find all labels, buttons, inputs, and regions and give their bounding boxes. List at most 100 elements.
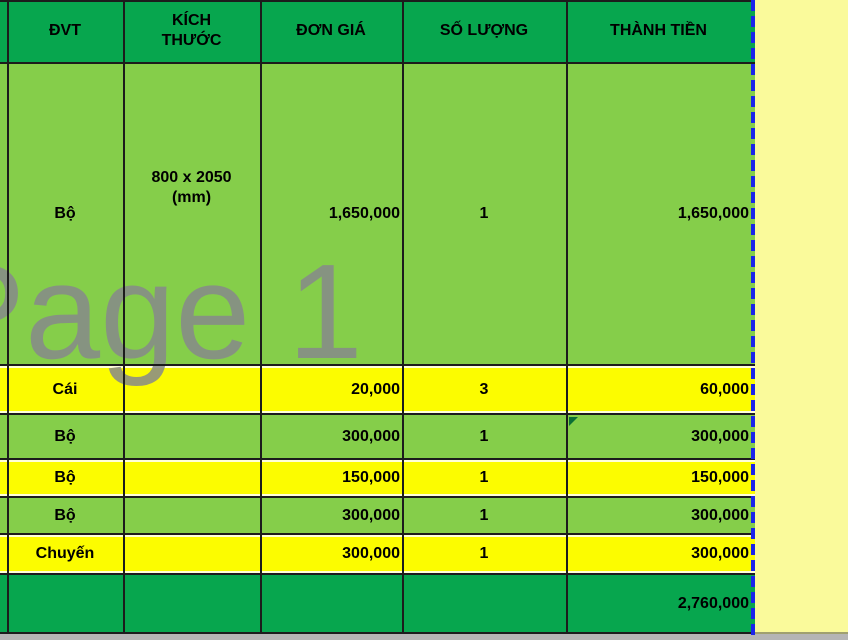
cell-value: Chuyến (35, 545, 95, 562)
cell-so-luong[interactable]: 1 (404, 498, 564, 533)
cell-don-gia[interactable]: 1,650,000 (262, 64, 403, 364)
cell-dvt[interactable]: Chuyến (9, 535, 121, 573)
cell-thanh-tien[interactable]: 1,650,000 (568, 64, 752, 364)
grid-line (0, 496, 755, 498)
cell-so-luong[interactable]: 3 (404, 366, 564, 413)
grid-line (402, 0, 404, 634)
column-header-dvt[interactable]: ĐVT (9, 0, 121, 62)
cell-value: 150,000 (691, 469, 749, 486)
cell-kich-thuoc[interactable]: 800 x 2050 (mm) (125, 64, 258, 364)
column-header-label: KÍCH THƯỚC (161, 12, 222, 49)
cell-dvt[interactable]: Bộ (9, 498, 121, 533)
cell-value: Bộ (54, 506, 76, 524)
size-line-2: (mm) (171, 189, 212, 206)
cell-don-gia[interactable] (262, 575, 403, 632)
cell-value: 300,000 (691, 506, 749, 524)
cell-value: 1 (479, 545, 489, 562)
cell-thanh-tien[interactable]: 300,000 (568, 535, 752, 573)
cell-value: 1 (479, 469, 489, 486)
cell-thanh-tien[interactable]: 300,000 (568, 498, 752, 533)
cell-dvt[interactable]: Bộ (9, 460, 121, 496)
cell-value: 1,650,000 (677, 205, 749, 222)
column-header-kich-thuoc[interactable]: KÍCH THƯỚC (125, 0, 258, 62)
cell-don-gia[interactable]: 300,000 (262, 498, 403, 533)
table-total-row: 2,760,000 (0, 575, 755, 632)
column-header-label: SỐ LƯỢNG (439, 22, 529, 39)
outside-page-area[interactable] (755, 0, 848, 634)
cell-value: Bộ (54, 469, 76, 486)
cell-value: 300,000 (342, 427, 400, 445)
column-header-thanh-tien[interactable]: THÀNH TIỀN (568, 0, 749, 62)
page-break-divider[interactable] (751, 0, 755, 640)
cell-value: 300,000 (342, 545, 400, 562)
cell-kich-thuoc[interactable] (125, 575, 258, 632)
cell-value: 300,000 (691, 545, 749, 562)
cell-value: 60,000 (700, 380, 749, 398)
cell-dvt[interactable]: Bộ (9, 415, 121, 458)
cell-thanh-tien[interactable]: 150,000 (568, 460, 752, 496)
table-row: Bộ 300,000 1 300,000 (0, 415, 755, 458)
table-row: Bộ 800 x 2050 (mm) 1,650,000 1 1,650,000 (0, 64, 755, 364)
grid-line (123, 0, 125, 634)
cell-value: Bộ (54, 205, 76, 222)
table-row-highlighted: Chuyến 300,000 1 300,000 (0, 535, 755, 573)
cell-so-luong[interactable]: 1 (404, 460, 564, 496)
table-row: Bộ 300,000 1 300,000 (0, 498, 755, 533)
cell-total-thanh-tien[interactable]: 2,760,000 (568, 575, 752, 632)
column-header-so-luong[interactable]: SỐ LƯỢNG (404, 0, 564, 62)
cell-kich-thuoc[interactable] (125, 535, 258, 573)
grid-line (0, 458, 755, 460)
table-row-highlighted: Bộ 150,000 1 150,000 (0, 460, 755, 496)
cell-don-gia[interactable]: 20,000 (262, 366, 403, 413)
total-value: 2,760,000 (677, 594, 749, 612)
cell-value: 1 (479, 427, 489, 445)
cell-value: 1,650,000 (328, 205, 400, 222)
cell-thanh-tien[interactable]: 300,000 (568, 415, 752, 458)
cell-value: 3 (479, 380, 489, 398)
grid-line (566, 0, 568, 634)
cell-so-luong[interactable]: 1 (404, 64, 564, 364)
cell-so-luong[interactable]: 1 (404, 535, 564, 573)
grid-line (0, 62, 755, 64)
grid-line (0, 632, 755, 634)
cell-don-gia[interactable]: 300,000 (262, 415, 403, 458)
cell-don-gia[interactable]: 150,000 (262, 460, 403, 496)
grid-line (0, 533, 755, 535)
grid-line (0, 573, 755, 575)
grid-line (0, 413, 755, 415)
cell-dvt[interactable]: Cái (9, 366, 121, 413)
cell-thanh-tien[interactable]: 60,000 (568, 366, 752, 413)
cell-kich-thuoc[interactable] (125, 498, 258, 533)
page-number-watermark: Page 1 (0, 236, 363, 387)
cell-value: 1 (479, 506, 489, 524)
table-header-row: ĐVT KÍCH THƯỚC ĐƠN GIÁ SỐ LƯỢNG THÀNH TI… (0, 0, 755, 62)
grid-line (7, 0, 9, 634)
cell-value: 300,000 (691, 427, 749, 445)
bottom-edge-strip (0, 634, 848, 640)
grid-line (260, 0, 262, 634)
cell-value: 800 x 2050 (mm) (151, 168, 231, 208)
cell-so-luong[interactable]: 1 (404, 415, 564, 458)
grid-line (0, 0, 755, 2)
cell-note-marker-icon (569, 417, 578, 426)
cell-kich-thuoc[interactable] (125, 460, 258, 496)
cell-value: 1 (479, 205, 489, 222)
cell-value: 150,000 (342, 469, 400, 486)
grid-line (755, 632, 848, 634)
cell-value: Bộ (54, 427, 76, 445)
column-header-label: ĐƠN GIÁ (296, 22, 366, 39)
grid-line (0, 364, 755, 366)
cell-value: 20,000 (351, 380, 400, 398)
column-header-label: THÀNH TIỀN (610, 22, 707, 39)
cell-don-gia[interactable]: 300,000 (262, 535, 403, 573)
size-line-1: 800 x 2050 (151, 169, 232, 186)
column-header-don-gia[interactable]: ĐƠN GIÁ (262, 0, 400, 62)
cell-value: Cái (52, 380, 78, 398)
cell-dvt[interactable]: Bộ (9, 64, 121, 364)
cell-so-luong[interactable] (404, 575, 564, 632)
table-row-highlighted: Cái 20,000 3 60,000 (0, 366, 755, 413)
cell-kich-thuoc[interactable] (125, 415, 258, 458)
cell-value: 300,000 (342, 506, 400, 524)
cell-dvt[interactable] (9, 575, 121, 632)
